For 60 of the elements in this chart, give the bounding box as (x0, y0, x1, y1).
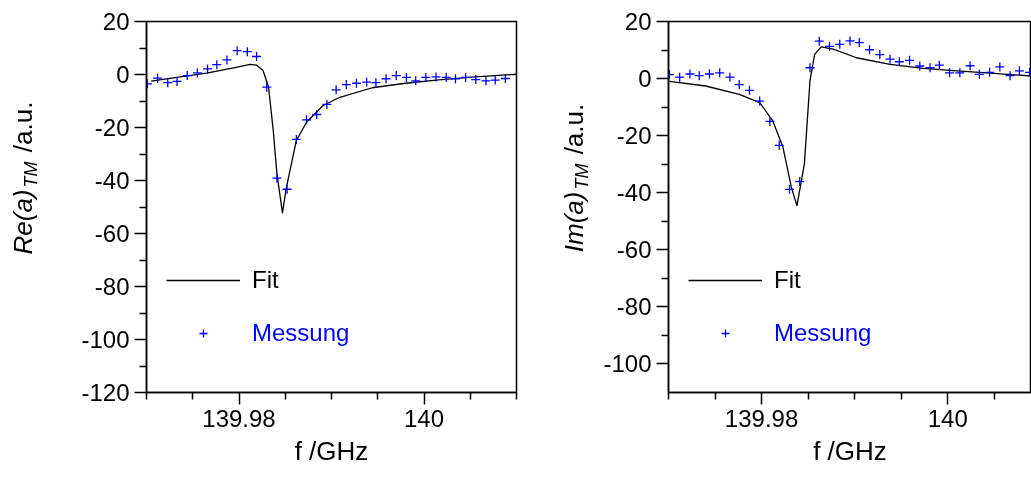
y-tick-label: -40 (616, 179, 652, 207)
point (490, 74, 501, 86)
point (944, 67, 955, 79)
y-tick-label: 0 (638, 65, 652, 93)
point (724, 72, 736, 83)
point (844, 35, 856, 47)
y-tick-label: -100 (81, 326, 130, 353)
point (994, 61, 1005, 73)
y-tick-label: -20 (94, 114, 130, 141)
point (704, 68, 715, 80)
point (764, 116, 776, 127)
y-tick-label: 0 (116, 61, 130, 88)
point (192, 67, 203, 79)
y-tick-label: 20 (102, 8, 130, 35)
point (171, 76, 183, 87)
x-tick-label: 139.98 (202, 404, 276, 432)
y-tick-label: -80 (616, 293, 652, 321)
legend-label: Messung (252, 319, 350, 347)
point (684, 68, 696, 80)
point (480, 75, 492, 87)
point (330, 84, 342, 96)
x-tick-label: 140 (927, 404, 968, 432)
point (202, 63, 213, 75)
point (370, 77, 382, 88)
y-tick-label: 20 (624, 8, 652, 35)
point (714, 67, 725, 79)
point (380, 73, 392, 84)
point (954, 67, 965, 79)
y-tick-label: -40 (94, 167, 130, 194)
point (321, 99, 333, 110)
point (420, 72, 431, 83)
point (964, 60, 976, 71)
y-tick-label: -60 (616, 236, 652, 264)
point (221, 54, 233, 66)
y-tick-label: -20 (616, 122, 652, 150)
point (884, 54, 896, 65)
legend-label: Messung (774, 319, 872, 347)
y-tick-label: -80 (94, 273, 130, 300)
x-tick-label: 140 (403, 404, 445, 432)
point (924, 62, 936, 73)
point (754, 95, 765, 107)
x-axis-title: f /GHz (294, 435, 369, 466)
y-tick-label: -60 (94, 220, 130, 247)
point (430, 71, 442, 83)
line-series (150, 63, 517, 214)
y-axis-title: Im(a)TM /a.u. (558, 103, 592, 253)
point (281, 184, 293, 195)
legend-label: Fit (252, 266, 279, 294)
x-tick-label: 139.98 (724, 404, 799, 432)
point (1004, 70, 1016, 81)
legend-label: Fit (774, 266, 801, 294)
point (804, 62, 816, 73)
point (271, 172, 283, 184)
point (410, 75, 421, 87)
point (914, 60, 925, 72)
y-tick-label: -120 (81, 379, 130, 406)
y-tick-label: -100 (603, 350, 652, 378)
point (1014, 65, 1025, 77)
y-axis-title: Re(a)TM /a.u. (7, 101, 41, 255)
x-axis-title: f /GHz (813, 435, 887, 466)
